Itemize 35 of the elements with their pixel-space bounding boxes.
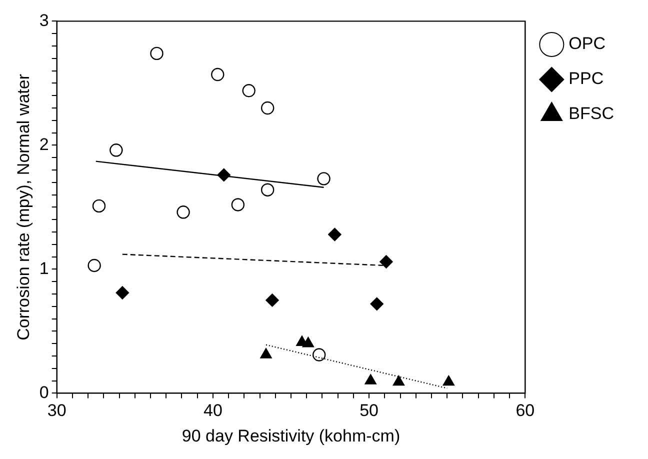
point xyxy=(266,294,279,307)
point xyxy=(116,286,130,300)
point xyxy=(92,199,106,213)
point xyxy=(176,206,190,219)
y-tick-label: 0 xyxy=(39,382,49,402)
point xyxy=(242,84,256,98)
point xyxy=(260,101,274,115)
point xyxy=(328,228,342,242)
point xyxy=(370,297,384,311)
x-tick-label: 60 xyxy=(516,401,535,420)
y-tick-label: 2 xyxy=(39,134,49,154)
point xyxy=(302,337,314,348)
point xyxy=(211,68,224,82)
x-tick-label: 50 xyxy=(360,401,379,420)
point xyxy=(231,198,245,212)
point xyxy=(442,375,454,386)
point xyxy=(150,46,164,60)
legend-label: OPC xyxy=(568,34,606,54)
point xyxy=(364,374,376,384)
y-tick-label: 1 xyxy=(39,258,49,278)
point xyxy=(260,183,274,196)
point xyxy=(392,375,405,386)
point xyxy=(380,255,393,268)
point xyxy=(260,348,272,358)
legend-label: BFSC xyxy=(568,104,614,124)
point xyxy=(317,172,330,186)
x-axis-title: 90 day Resistivity (kohm-cm) xyxy=(182,426,400,446)
x-tick-label: 40 xyxy=(203,401,222,420)
point xyxy=(88,258,101,272)
y-axis-title: Corrosion rate (mpy), Normal water xyxy=(14,74,33,340)
point xyxy=(110,144,123,157)
point xyxy=(312,348,326,362)
x-tick-label: 30 xyxy=(47,401,66,420)
y-tick-label: 3 xyxy=(39,10,49,30)
legend-label: PPC xyxy=(568,69,604,88)
